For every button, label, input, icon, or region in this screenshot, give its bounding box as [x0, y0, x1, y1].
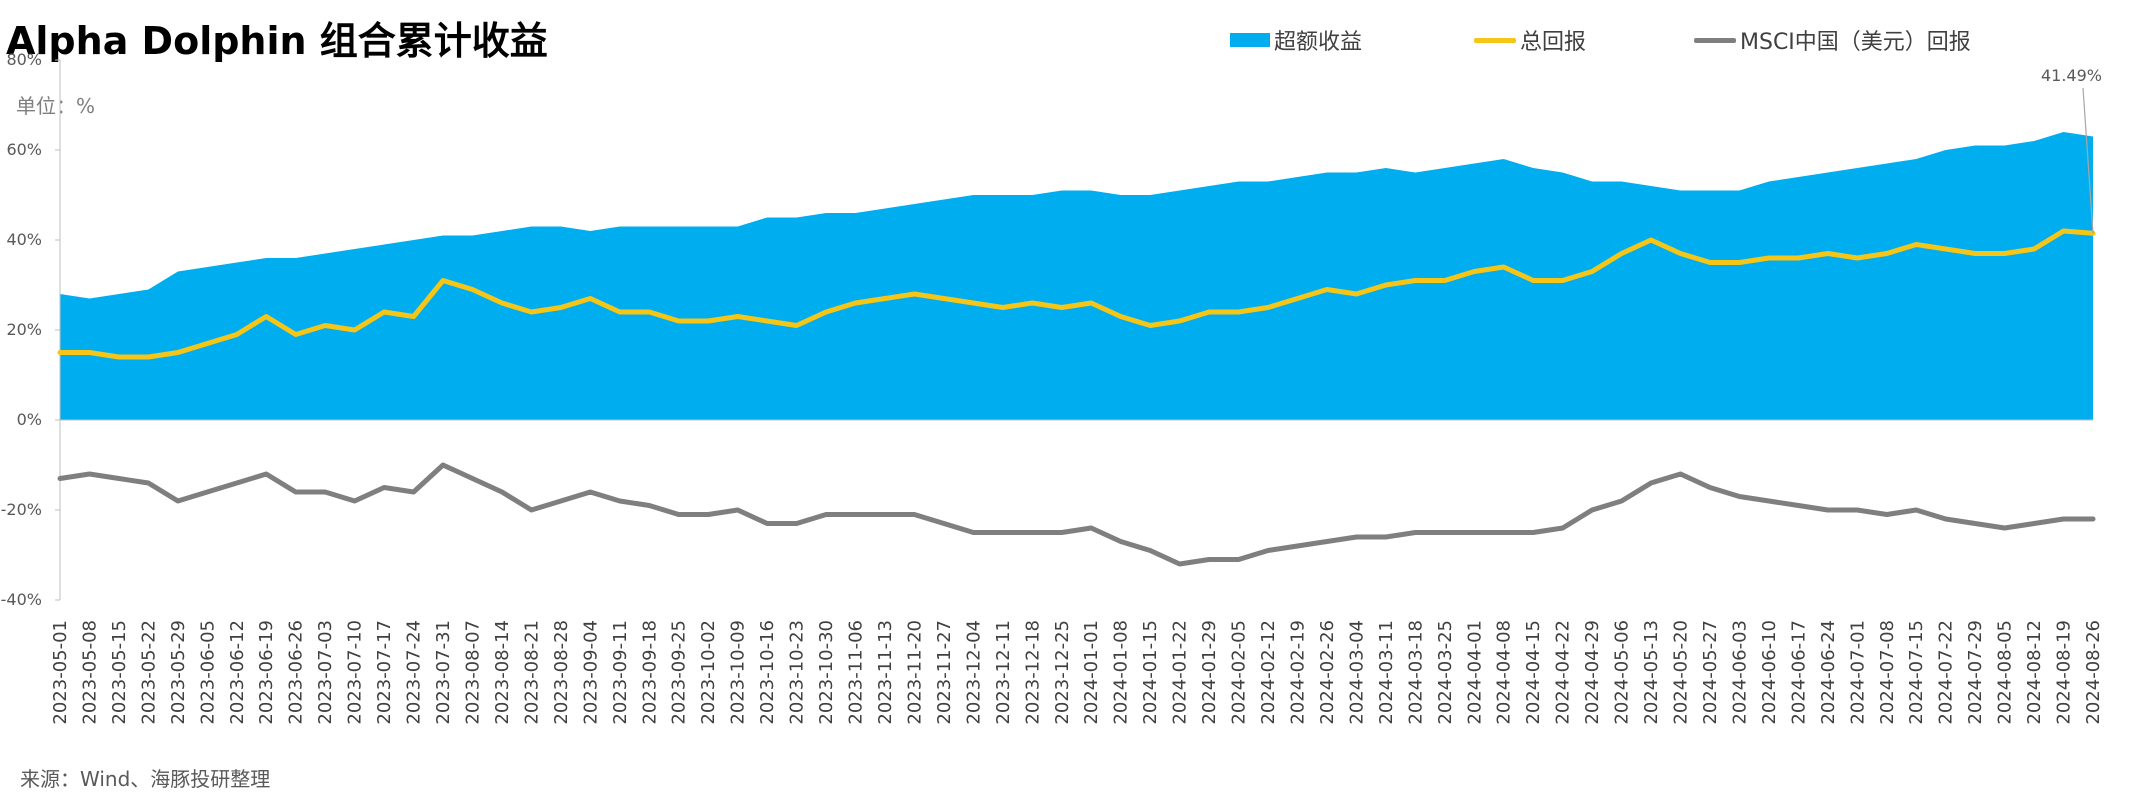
x-tick-label: 2023-07-31: [433, 620, 454, 725]
x-tick-label: 2023-08-07: [462, 620, 483, 725]
x-tick-label: 2023-09-25: [669, 620, 690, 725]
x-tick-label: 2023-11-06: [846, 620, 867, 725]
x-tick-label: 2023-06-19: [256, 620, 277, 725]
x-tick-label: 2024-05-13: [1641, 620, 1662, 725]
x-tick-label: 2024-05-20: [1671, 620, 1692, 725]
x-tick-label: 2023-08-21: [521, 620, 542, 725]
y-tick-label: 80%: [6, 50, 42, 69]
chart-title: Alpha Dolphin 组合累计收益: [6, 19, 548, 63]
x-tick-label: 2024-06-10: [1759, 620, 1780, 725]
series-area-excess: [60, 132, 2093, 420]
legend-label-excess: 超额收益: [1274, 30, 1363, 55]
x-tick-label: 2024-01-08: [1111, 620, 1132, 725]
x-tick-label: 2024-03-11: [1376, 620, 1397, 725]
data-label-last-value: 41.49%: [2041, 66, 2102, 85]
x-tick-label: 2023-07-17: [374, 620, 395, 725]
x-tick-label: 2023-08-14: [492, 620, 513, 725]
x-tick-label: 2023-12-18: [1022, 620, 1043, 725]
x-tick-label: 2024-01-22: [1170, 620, 1191, 725]
x-tick-label: 2024-03-18: [1405, 620, 1426, 725]
x-tick-label: 2023-10-16: [757, 620, 778, 725]
x-tick-label: 2023-12-04: [963, 620, 984, 725]
x-tick-label: 2024-04-22: [1553, 620, 1574, 725]
x-tick-label: 2024-04-29: [1582, 620, 1603, 725]
y-tick-label: 20%: [6, 320, 42, 339]
x-tick-label: 2023-06-26: [286, 620, 307, 725]
legend-label-msci: MSCI中国（美元）回报: [1740, 30, 1971, 55]
x-tick-label: 2024-01-15: [1140, 620, 1161, 725]
x-tick-label: 2023-10-30: [816, 620, 837, 725]
x-tick-label: 2024-02-12: [1258, 620, 1279, 725]
x-tick-label: 2023-05-22: [138, 620, 159, 725]
x-tick-label: 2023-09-11: [610, 620, 631, 725]
unit-label: 单位：%: [16, 94, 96, 118]
x-tick-label: 2023-12-11: [993, 620, 1014, 725]
y-tick-label: 0%: [17, 410, 42, 429]
x-tick-label: 2024-04-01: [1464, 620, 1485, 725]
x-tick-label: 2024-03-25: [1435, 620, 1456, 725]
x-tick-label: 2024-03-04: [1346, 620, 1367, 725]
x-tick-label: 2023-10-23: [787, 620, 808, 725]
x-tick-label: 2023-06-12: [227, 620, 248, 725]
legend-label-total: 总回报: [1520, 30, 1587, 55]
series-line-msci: [57, 462, 2096, 567]
y-tick-label: 60%: [6, 140, 42, 159]
x-tick-label: 2024-08-26: [2083, 620, 2104, 725]
x-tick-label: 2024-08-12: [2024, 620, 2045, 725]
x-tick-label: 2023-06-05: [197, 620, 218, 725]
x-tick-label: 2023-11-27: [934, 620, 955, 725]
x-tick-label: 2024-01-29: [1199, 620, 1220, 725]
x-tick-label: 2023-07-24: [404, 620, 425, 725]
x-tick-label: 2024-08-19: [2054, 620, 2075, 725]
x-tick-label: 2024-07-01: [1847, 620, 1868, 725]
legend-swatch-msci: [1694, 37, 1736, 43]
legend-item-msci: MSCI中国（美元）回报: [1694, 24, 1971, 56]
x-tick-label: 2023-10-09: [728, 620, 749, 725]
x-tick-label: 2023-07-10: [345, 620, 366, 725]
x-tick-label: 2023-08-28: [551, 620, 572, 725]
x-tick-label: 2024-02-19: [1287, 620, 1308, 725]
x-tick-label: 2024-02-05: [1229, 620, 1250, 725]
x-tick-label: 2024-05-27: [1700, 620, 1721, 725]
chart-plot: -40% -20% 0% 20% 40% 60% 80% 41.49% 2023-05-01 20…: [1, 50, 2104, 725]
x-tick-label: 2024-07-22: [1936, 620, 1957, 725]
x-tick-label: 2023-05-29: [168, 620, 189, 725]
x-tick-label: 2024-07-15: [1906, 620, 1927, 725]
legend-swatch-excess: [1230, 33, 1270, 47]
y-tick-label: -20%: [1, 500, 42, 519]
x-tick-label: 2024-06-17: [1788, 620, 1809, 725]
source-note: 来源：Wind、海豚投研整理: [20, 767, 271, 791]
x-tick-label: 2023-11-20: [904, 620, 925, 725]
legend-item-total: 总回报: [1474, 24, 1586, 56]
x-tick-label: 2023-10-02: [698, 620, 719, 725]
x-tick-label: 2024-07-29: [1965, 620, 1986, 725]
x-tick-label: 2024-04-08: [1494, 620, 1515, 725]
x-tick-label: 2024-08-05: [1995, 620, 2016, 725]
x-tick-label: 2023-09-04: [580, 620, 601, 725]
x-tick-label: 2024-05-06: [1612, 620, 1633, 725]
x-tick-label: 2024-02-26: [1317, 620, 1338, 725]
legend-item-excess: 超额收益: [1230, 24, 1362, 56]
x-tick-label: 2024-01-01: [1081, 620, 1102, 725]
x-tick-label: 2024-04-15: [1523, 620, 1544, 725]
legend-swatch-total: [1474, 37, 1516, 43]
x-tick-label: 2023-07-03: [315, 620, 336, 725]
x-tick-label: 2023-09-18: [639, 620, 660, 725]
y-tick-label: 40%: [6, 230, 42, 249]
x-tick-label: 2024-07-08: [1877, 620, 1898, 725]
x-tick-label: 2024-06-24: [1818, 620, 1839, 725]
x-tick-label: 2023-12-25: [1052, 620, 1073, 725]
x-tick-label: 2023-05-15: [109, 620, 130, 725]
series-line-total: [57, 228, 2096, 360]
y-tick-label: -40%: [1, 590, 42, 609]
x-tick-label: 2023-11-13: [875, 620, 896, 725]
x-tick-label: 2023-05-01: [50, 620, 71, 725]
data-label-leader: [2082, 87, 2094, 234]
x-tick-label: 2024-06-03: [1729, 620, 1750, 725]
x-tick-label: 2023-05-08: [79, 620, 100, 725]
